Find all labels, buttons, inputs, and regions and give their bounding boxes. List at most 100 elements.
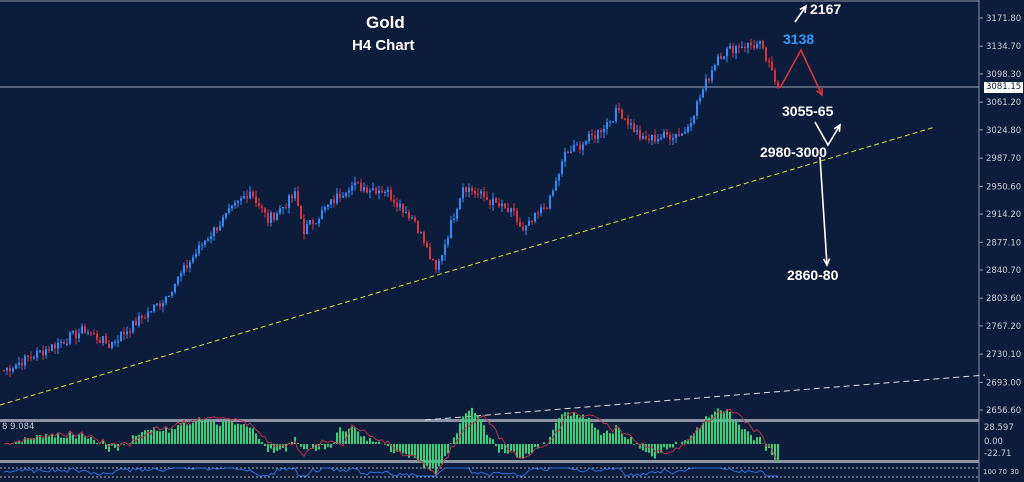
macd-bar [258,438,260,444]
candle-body [525,225,527,231]
candle-body [297,191,299,206]
macd-bar [270,444,272,449]
candle-body [576,144,578,146]
macd-bar [168,432,170,444]
macd-bar [441,444,443,464]
candle-body [336,193,338,204]
annotation-zone2: 2980-3000 [760,144,827,160]
macd-bar [375,441,377,444]
candle-body [441,255,443,261]
y-tick-label: 3024.80 [986,126,1021,136]
macd-bar [111,444,113,446]
macd-bar [207,419,209,444]
macd-bar [180,423,182,444]
macd-bar [171,428,173,444]
candle-body [447,237,449,245]
macd-bar [252,428,254,444]
arrow-up-2167-head [799,4,808,14]
candle-body [546,208,548,210]
y-tick-label: 2730.10 [986,350,1021,360]
candle-body [306,224,308,235]
candle-body [456,209,458,219]
arrow-bounce [814,121,841,147]
candle-body [228,208,230,213]
macd-axis-zero: 0.00 [984,437,1003,447]
candle-body [477,193,479,195]
candle-body [717,56,719,66]
macd-bar [690,435,692,444]
macd-bar [744,429,746,444]
candle-body [513,208,515,211]
candle-body [564,151,566,162]
candle-body [36,350,38,358]
macd-bar [591,423,593,444]
macd-bar [189,424,191,444]
macd-bar [459,423,461,444]
macd-bar [444,444,446,457]
macd-bar [264,444,266,447]
candle-body [369,190,371,193]
candle-body [642,136,644,139]
candle-body [249,191,251,199]
candle-body [318,218,320,224]
macd-bar [477,415,479,444]
candle-body [669,134,671,140]
candle-body [186,265,188,268]
candle-body [528,220,530,226]
macd-bar [717,408,719,444]
candle-body [390,189,392,200]
candle-body [585,141,587,145]
macd-bar [726,409,728,444]
macd-bar [348,428,350,444]
candle-body [90,332,92,334]
macd-bar [648,444,650,453]
macd-bar [513,444,515,452]
candle-body [459,198,461,210]
candle-body [57,342,59,349]
macd-bar [66,437,68,444]
candle-body [222,217,224,226]
macd-bar [330,444,332,448]
candle-body [93,333,95,335]
candle-body [633,123,635,132]
candle-body [492,198,494,206]
candle-body [150,311,152,313]
candle-body [405,212,407,214]
macd-bar [333,442,335,444]
macd-bar [246,426,248,444]
candle-body [216,227,218,231]
y-tick-label: 3098.30 [986,70,1021,80]
candle-body [273,212,275,220]
macd-bar [480,419,482,444]
candle-body [621,109,623,119]
candle-body [552,190,554,196]
macd-bar [162,430,164,444]
candle-body [75,330,77,339]
macd-bar [525,444,527,454]
macd-bar [600,435,602,444]
macd-bar [354,427,356,444]
macd-bar [234,424,236,444]
candle-body [741,46,743,48]
macd-bar [651,444,653,457]
candle-body [375,188,377,194]
arrow-up-2167 [794,5,807,23]
candle-body [225,212,227,218]
candle-body [159,303,161,307]
candle-body [726,48,728,57]
candle-body [96,333,98,340]
candle-body [345,192,347,197]
pane-separator [0,419,979,422]
macd-bar [33,438,35,444]
candle-body [744,46,746,49]
candle-body [483,191,485,198]
candle-body [48,349,50,351]
macd-bar [741,429,743,444]
chart-title: Gold [366,13,405,32]
macd-bar [276,444,278,451]
candle-body [504,203,506,208]
candle-body [123,332,125,335]
macd-bar [684,440,686,444]
candle-body [144,317,146,319]
macd-bar [561,414,563,444]
